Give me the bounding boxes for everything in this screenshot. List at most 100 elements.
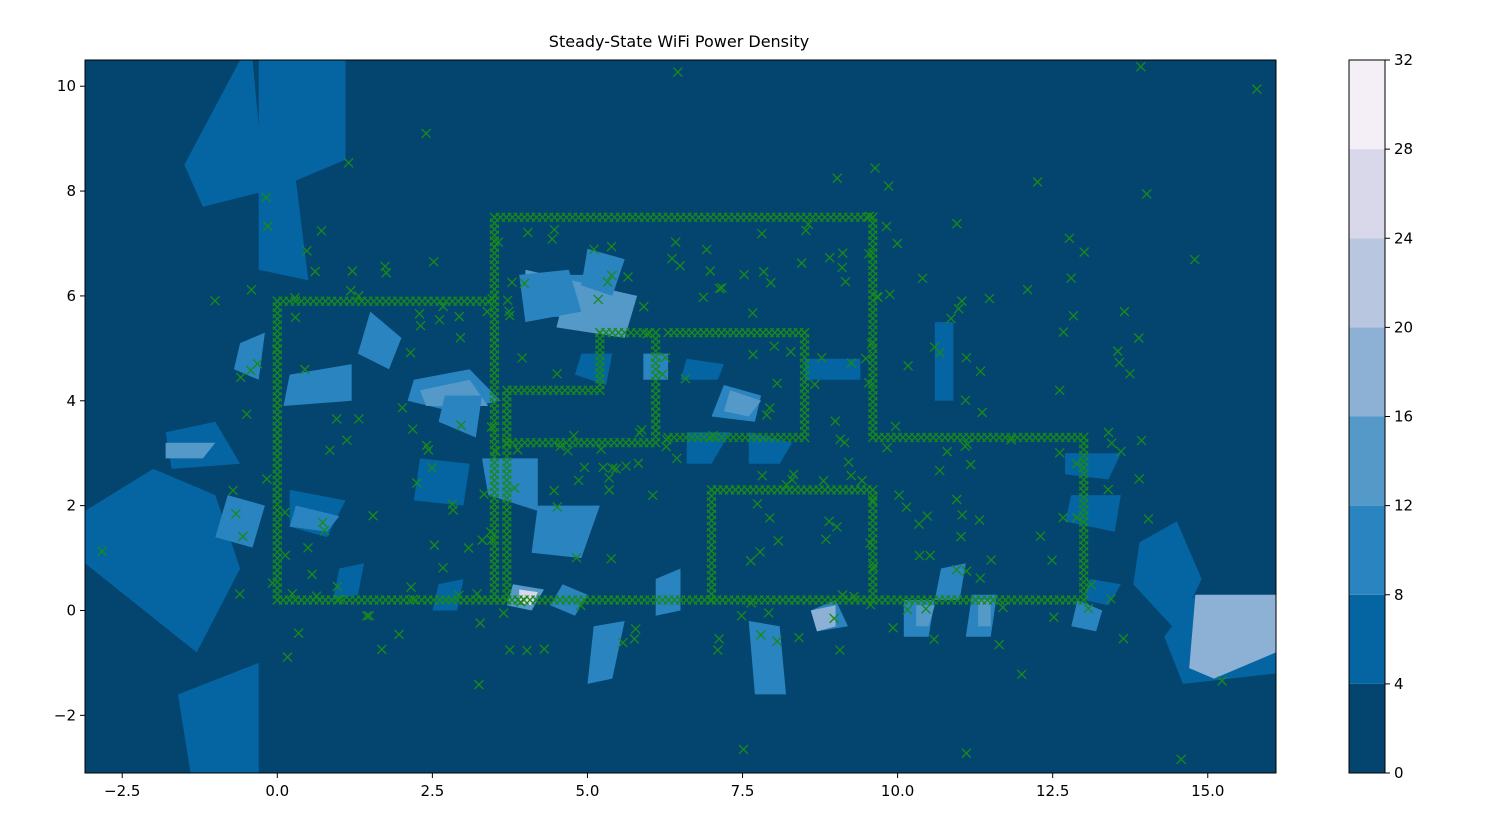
sample-marker <box>951 218 962 229</box>
sample-marker <box>714 633 725 644</box>
sample-marker <box>493 237 504 248</box>
sample-marker <box>642 328 653 339</box>
sample-marker <box>708 430 719 441</box>
heatmap-region-43 <box>587 621 625 684</box>
sample-marker <box>630 623 641 634</box>
sample-marker <box>816 352 827 363</box>
sample-marker <box>657 369 668 380</box>
sample-marker <box>1068 310 1079 321</box>
sample-marker <box>376 644 387 655</box>
sample-marker <box>317 517 328 528</box>
sample-marker <box>341 435 352 446</box>
sample-marker <box>962 439 973 450</box>
sample-marker <box>739 269 750 280</box>
sample-marker <box>1112 346 1123 357</box>
sample-marker <box>262 221 273 232</box>
sample-marker <box>230 508 241 519</box>
sample-marker <box>311 591 322 602</box>
sample-marker <box>272 595 283 605</box>
sample-marker <box>606 553 617 564</box>
sample-marker <box>675 260 686 271</box>
sample-marker <box>1133 333 1144 343</box>
sample-marker <box>660 352 671 363</box>
sample-marker <box>1006 434 1017 445</box>
sample-marker <box>796 258 807 269</box>
heatmap-region-6 <box>1133 521 1202 632</box>
sample-marker <box>501 385 512 396</box>
sample-marker <box>824 516 835 527</box>
sample-marker <box>589 244 599 255</box>
sample-marker <box>406 582 417 593</box>
x-tick-label: 12.5 <box>1036 782 1069 800</box>
sample-marker <box>809 379 820 390</box>
plot-frame <box>84 59 1277 774</box>
sample-marker <box>332 581 343 592</box>
sample-marker <box>920 603 931 614</box>
sample-marker <box>1135 61 1146 72</box>
sample-marker <box>486 535 497 546</box>
sample-marker <box>428 256 439 267</box>
sample-marker <box>414 308 425 319</box>
sample-marker <box>347 266 358 276</box>
sample-marker <box>663 432 674 443</box>
sample-marker <box>596 444 606 455</box>
heatmap-region-22 <box>438 395 482 438</box>
sample-marker <box>761 410 772 420</box>
sample-marker <box>961 566 972 577</box>
sample-marker <box>316 225 327 236</box>
sample-marker <box>334 594 345 605</box>
sample-marker <box>1032 177 1043 187</box>
sample-marker <box>598 462 609 473</box>
sample-marker <box>1047 555 1057 566</box>
sample-marker <box>1066 273 1077 284</box>
sample-marker <box>757 470 768 481</box>
sample-marker <box>820 534 831 545</box>
colorbar: 0 4 8 12 16 20 24 28 32 <box>1348 51 1413 782</box>
sample-marker <box>758 266 769 277</box>
sample-marker <box>772 378 783 389</box>
sample-marker <box>1103 427 1114 438</box>
sample-marker <box>549 224 560 235</box>
sample-marker <box>849 591 859 602</box>
heatmap-region-27 <box>723 390 762 417</box>
sample-marker <box>839 437 850 448</box>
sample-marker <box>267 578 278 589</box>
heatmap-region-51 <box>233 332 265 380</box>
heatmap-region-40 <box>519 589 538 606</box>
y-tick-label: 8 <box>66 182 76 200</box>
sample-marker <box>638 301 649 312</box>
sample-marker <box>667 253 677 264</box>
y-tick-label: 0 <box>66 601 76 619</box>
heatmap-region-7 <box>934 322 954 401</box>
sample-marker <box>604 484 615 495</box>
sample-marker <box>892 238 903 249</box>
sample-marker <box>397 402 408 413</box>
sample-marker <box>860 353 871 364</box>
sample-marker <box>1114 357 1125 368</box>
sample-marker <box>408 594 419 605</box>
colorbar-band <box>1349 594 1385 684</box>
sample-marker <box>1189 254 1200 265</box>
sample-marker <box>562 445 573 456</box>
sample-marker <box>914 519 925 530</box>
sample-marker <box>427 462 437 473</box>
sample-marker <box>1103 484 1114 495</box>
colorbar-tick-label: 12 <box>1394 497 1413 515</box>
sample-marker <box>997 602 1008 613</box>
sample-marker <box>1083 603 1094 614</box>
sample-marker <box>485 526 496 537</box>
sample-marker <box>1054 447 1065 458</box>
sample-marker <box>573 475 584 486</box>
sample-marker <box>405 347 416 358</box>
sample-marker <box>620 461 631 471</box>
sample-marker <box>504 645 515 655</box>
sample-marker <box>502 295 513 306</box>
x-axis: −2.5 0.0 2.5 5.0 7.5 10.0 12.5 15.0 <box>104 773 1224 800</box>
sample-marker <box>705 266 716 276</box>
sample-marker <box>863 248 874 259</box>
sample-marker <box>765 277 776 288</box>
sample-marker <box>434 314 445 325</box>
heatmap-region-35 <box>804 358 861 380</box>
sample-marker <box>1071 458 1082 469</box>
sample-marker <box>353 413 364 424</box>
